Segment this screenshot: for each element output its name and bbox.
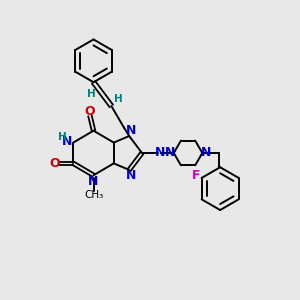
Text: N: N bbox=[88, 175, 99, 188]
Text: CH₃: CH₃ bbox=[84, 190, 103, 200]
Text: N: N bbox=[154, 146, 165, 160]
Text: N: N bbox=[62, 135, 73, 148]
Text: N: N bbox=[125, 124, 136, 137]
Text: O: O bbox=[49, 157, 60, 170]
Text: H: H bbox=[87, 88, 95, 98]
Text: N: N bbox=[165, 146, 175, 160]
Text: N: N bbox=[201, 146, 211, 160]
Text: F: F bbox=[192, 169, 200, 182]
Text: O: O bbox=[85, 105, 95, 118]
Text: H: H bbox=[58, 132, 66, 142]
Text: H: H bbox=[113, 94, 122, 103]
Text: N: N bbox=[125, 169, 136, 182]
